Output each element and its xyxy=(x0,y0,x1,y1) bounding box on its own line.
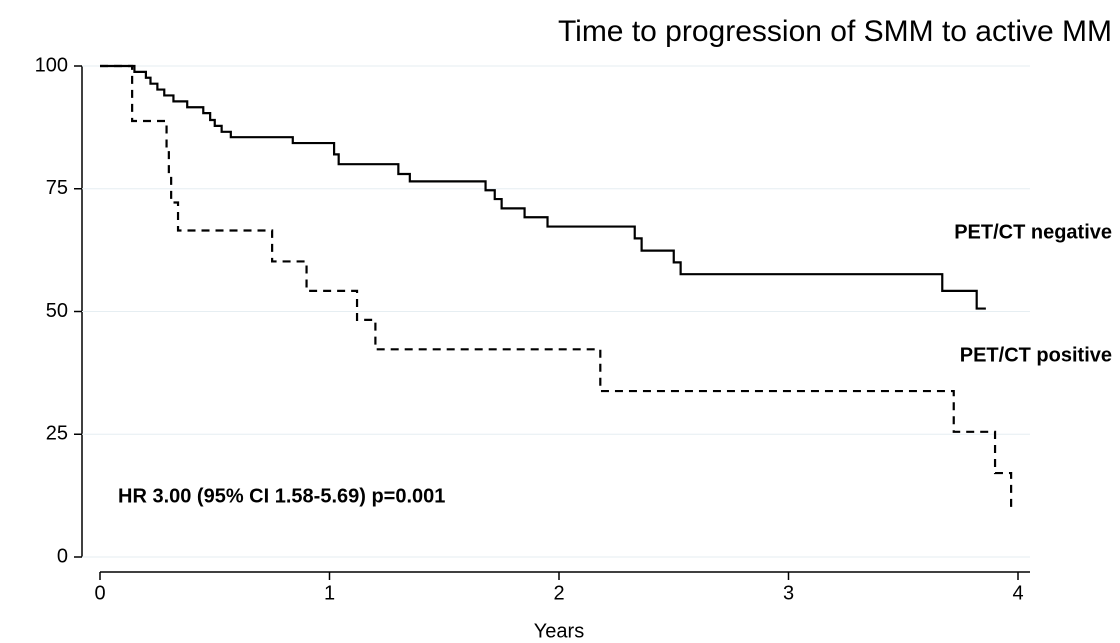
chart-title: Time to progression of SMM to active MM xyxy=(558,15,1112,48)
y-tick-label: 100 xyxy=(35,54,68,76)
x-tick-label: 4 xyxy=(1012,582,1023,604)
x-tick-label: 2 xyxy=(553,582,564,604)
series-label: PET/CT positive xyxy=(960,344,1112,366)
survival-curve xyxy=(100,64,986,310)
annotation: HR 3.00 (95% CI 1.58-5.69) p=0.001 xyxy=(118,485,445,507)
x-tick-label: 0 xyxy=(94,582,105,604)
x-tick-label: 1 xyxy=(324,582,335,604)
y-tick-label: 75 xyxy=(46,177,68,199)
y-tick-label: 0 xyxy=(57,545,68,567)
survival-curve xyxy=(100,64,1013,511)
series-label: PET/CT negative xyxy=(954,221,1112,243)
x-tick-label: 3 xyxy=(783,582,794,604)
y-tick-label: 50 xyxy=(46,300,68,322)
x-axis-label: Years xyxy=(534,620,584,642)
y-tick-label: 25 xyxy=(46,423,68,445)
